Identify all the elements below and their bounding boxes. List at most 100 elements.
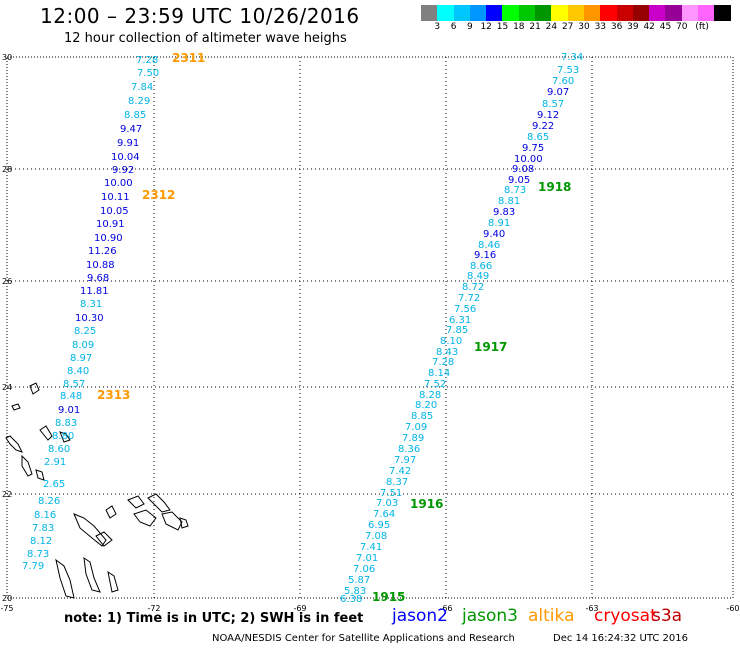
swh-value: 8.72 bbox=[462, 282, 484, 293]
swh-value: 8.57 bbox=[542, 99, 564, 110]
timestamp: Dec 14 16:24:32 UTC 2016 bbox=[553, 633, 688, 644]
color-scale-label: 3 bbox=[434, 22, 441, 32]
swh-value: 7.89 bbox=[402, 433, 424, 444]
swh-value: 9.01 bbox=[58, 405, 80, 416]
swh-value: 6.95 bbox=[368, 520, 390, 531]
swh-value: 7.72 bbox=[458, 293, 480, 304]
swh-value: 7.50 bbox=[137, 68, 159, 79]
swh-value: 8.16 bbox=[34, 510, 56, 521]
coastline bbox=[35, 469, 45, 481]
latitude-label: 28 bbox=[2, 165, 12, 174]
longitude-label: -60 bbox=[726, 604, 739, 613]
color-scale-cell bbox=[681, 5, 699, 21]
color-scale-label: (ft) bbox=[695, 22, 709, 32]
swh-value: 8.31 bbox=[80, 299, 102, 310]
color-scale-cell bbox=[486, 5, 503, 21]
swh-value: 6.38 bbox=[340, 594, 362, 605]
swh-value: 9.47 bbox=[120, 124, 142, 135]
coastline bbox=[5, 435, 23, 453]
longitude-label: -69 bbox=[293, 604, 306, 613]
swh-value: 7.01 bbox=[356, 553, 378, 564]
swh-value: 7.28 bbox=[136, 55, 158, 66]
coastline bbox=[107, 570, 119, 593]
color-scale-cell bbox=[714, 5, 731, 21]
coastline bbox=[55, 558, 75, 599]
swh-value: 8.40 bbox=[67, 366, 89, 377]
swh-value: 9.08 bbox=[512, 164, 534, 175]
swh-value: 7.56 bbox=[454, 304, 476, 315]
color-scale-label: 30 bbox=[578, 22, 590, 32]
color-scale-label: 70 bbox=[676, 22, 688, 32]
legend-item-cryosat: cryosat bbox=[594, 606, 657, 626]
color-scale-label: 33 bbox=[594, 22, 607, 32]
swh-value: 9.91 bbox=[117, 138, 139, 149]
swh-value: 8.65 bbox=[527, 132, 549, 143]
swh-value: 8.25 bbox=[74, 326, 96, 337]
latitude-label: 26 bbox=[2, 277, 12, 286]
longitude-label: -72 bbox=[147, 604, 160, 613]
swh-value: 10.00 bbox=[514, 154, 543, 165]
color-scale-cell bbox=[600, 5, 617, 21]
swh-value: 10.88 bbox=[86, 260, 115, 271]
swh-value: 10.00 bbox=[104, 178, 133, 189]
swh-value: 7.64 bbox=[373, 509, 395, 520]
swh-value: 8.26 bbox=[38, 496, 60, 507]
swh-value: 10.05 bbox=[100, 206, 129, 217]
swh-value: 7.09 bbox=[405, 422, 427, 433]
swh-value: 2.91 bbox=[44, 457, 66, 468]
coastline bbox=[161, 511, 183, 531]
swh-value: 8.73 bbox=[504, 185, 526, 196]
swh-value: 11.81 bbox=[80, 286, 109, 297]
swh-value: 9.16 bbox=[474, 250, 496, 261]
color-scale-label: 21 bbox=[529, 22, 541, 32]
coastline bbox=[95, 531, 113, 547]
color-scale-cell bbox=[616, 5, 633, 21]
swh-value: 7.83 bbox=[32, 523, 54, 534]
color-scale-cell bbox=[551, 5, 568, 21]
swh-value: 9.92 bbox=[112, 165, 134, 176]
pass-time-label: 2311 bbox=[172, 51, 205, 65]
swh-value: 8.66 bbox=[470, 261, 492, 272]
color-scale-label: 6 bbox=[450, 22, 457, 32]
swh-value: 10.11 bbox=[101, 192, 130, 203]
swh-value: 8.80 bbox=[52, 431, 74, 442]
coastline bbox=[179, 517, 189, 529]
coastline bbox=[39, 425, 53, 441]
swh-value: 8.81 bbox=[498, 196, 520, 207]
legend-item-s3a: s3a bbox=[652, 606, 683, 626]
swh-value: 2.65 bbox=[43, 479, 65, 490]
swh-value: 8.83 bbox=[55, 418, 77, 429]
swh-value: 8.20 bbox=[415, 400, 437, 411]
color-scale-label: 9 bbox=[467, 22, 473, 32]
coastline bbox=[59, 431, 71, 443]
color-scale-label: 42 bbox=[643, 22, 655, 32]
pass-time-label: 1916 bbox=[410, 497, 443, 511]
color-scale-label: 27 bbox=[561, 22, 574, 32]
swh-value: 8.73 bbox=[27, 549, 49, 560]
swh-value: 8.12 bbox=[30, 536, 52, 547]
longitude-label: -63 bbox=[585, 604, 598, 613]
map-title: 12:00 – 23:59 UTC 10/26/2016 bbox=[40, 4, 360, 28]
color-scale-cell bbox=[632, 5, 650, 21]
coastline bbox=[83, 556, 101, 593]
latitude-label: 20 bbox=[2, 594, 12, 603]
swh-value: 8.60 bbox=[48, 444, 70, 455]
pass-time-label: 1918 bbox=[538, 180, 571, 194]
swh-value: 11.26 bbox=[88, 246, 117, 257]
swh-value: 7.08 bbox=[365, 531, 387, 542]
latitude-label: 22 bbox=[2, 490, 12, 499]
swh-value: 7.51 bbox=[380, 488, 402, 499]
swh-value: 8.57 bbox=[63, 379, 85, 390]
swh-value: 8.14 bbox=[428, 368, 450, 379]
color-scale-cell bbox=[469, 5, 487, 21]
swh-value: 10.90 bbox=[94, 233, 123, 244]
coastline bbox=[147, 493, 171, 513]
pass-time-label: 1915 bbox=[372, 590, 405, 604]
color-scale-label: 15 bbox=[496, 22, 509, 32]
color-scale-cell bbox=[535, 5, 552, 21]
swh-value: 7.85 bbox=[446, 325, 468, 336]
legend-item-jason3: jason3 bbox=[462, 606, 518, 626]
color-scale-label: 24 bbox=[545, 22, 558, 32]
swh-value: 7.97 bbox=[394, 455, 416, 466]
